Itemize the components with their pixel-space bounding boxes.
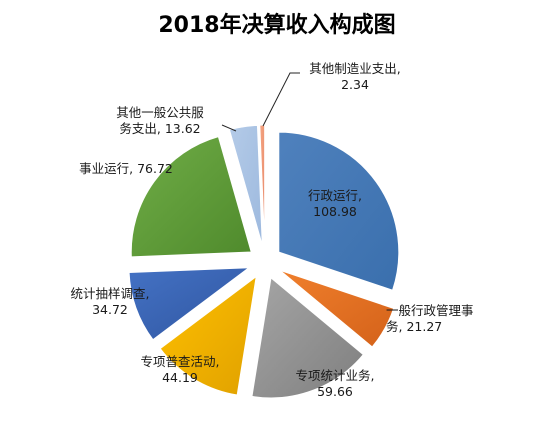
pie-slice-2: [279, 269, 395, 348]
pie-slice-1: [278, 131, 400, 291]
data-label-6: 事业运行, 76.72: [79, 161, 173, 176]
pie-slice-7: [228, 124, 263, 246]
data-label-2: 一般行政管理事务, 21.27: [386, 303, 474, 334]
data-labels: 行政运行, 108.98 一般行政管理事务, 21.27 专项统计业务, 59.66 专项…: [71, 61, 474, 399]
pie-slice-8: [259, 124, 266, 246]
pie-slice-4: [159, 275, 257, 396]
data-label-3: 专项统计业务, 59.66: [296, 368, 375, 399]
pie-slices: [128, 124, 400, 399]
chart-title: 2018年决算收入构成图: [158, 12, 395, 38]
data-label-1: 行政运行, 108.98: [308, 188, 362, 219]
pie-slice-5: [128, 267, 251, 341]
leader-line-7: [221, 124, 237, 132]
pie-slice-3: [251, 276, 364, 399]
data-label-7: 其他一般公共服务支出, 13.62: [116, 105, 204, 136]
data-label-5: 统计抽样调查, 34.72: [71, 286, 150, 317]
data-label-8: 其他制造业支出, 2.34: [309, 61, 400, 92]
pie-slice-6: [130, 135, 252, 258]
leader-lines: [221, 72, 300, 132]
data-label-4: 专项普查活动, 44.19: [141, 354, 220, 385]
leader-line-8: [262, 72, 300, 127]
